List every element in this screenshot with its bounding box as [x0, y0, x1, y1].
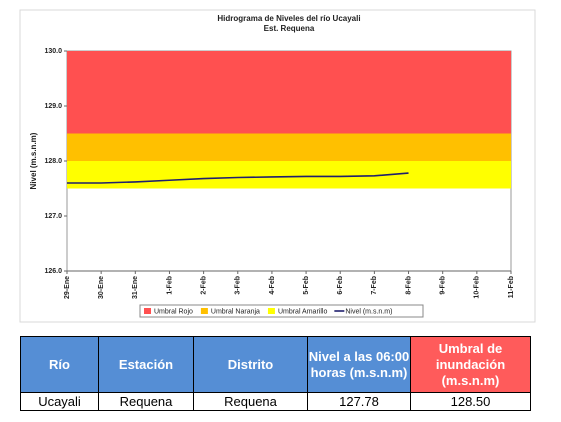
- x-tick-label: 5-Feb: [303, 276, 310, 295]
- threshold-band: [67, 161, 511, 189]
- header-cell: Estación: [98, 336, 194, 393]
- x-tick-label: 10-Feb: [474, 276, 481, 299]
- legend-box: [139, 304, 424, 318]
- header-cell: Distrito: [193, 336, 308, 393]
- header-cell: Umbral de inundación (m.s.n.m): [410, 336, 531, 393]
- x-tick-label: 3-Feb: [235, 276, 242, 295]
- y-tick-label: 129.0: [44, 103, 62, 110]
- y-tick-label: 126.0: [44, 268, 62, 275]
- cell: 128.50: [410, 392, 531, 411]
- y-tick-label: 130.0: [44, 48, 62, 55]
- series-line: [67, 172, 409, 184]
- cell: Ucayali: [20, 392, 99, 411]
- x-tick-label: 2-Feb: [200, 276, 207, 295]
- header-cell: Nivel a las 06:00 horas (m.s.n.m): [307, 336, 411, 393]
- x-tick-label: 4-Feb: [269, 276, 276, 295]
- cell: Requena: [193, 392, 308, 411]
- data-row: Ucayali Requena Requena 127.78 128.50: [20, 392, 531, 411]
- legend-label: Umbral Rojo: [154, 308, 193, 315]
- header-row: Río Estación Distrito Nivel a las 06:00 …: [20, 336, 531, 393]
- legend-label: Umbral Naranja: [211, 308, 260, 315]
- legend-swatch: [144, 308, 151, 314]
- chart: Hidrograma de Niveles del río Ucayali Es…: [19, 9, 536, 323]
- x-tick-label: 31-Ene: [132, 276, 139, 299]
- x-tick-label: 8-Feb: [405, 276, 412, 295]
- y-axis-label: Nivel (m.s.n.m): [29, 132, 38, 189]
- header-cell: Río: [20, 336, 99, 393]
- cell: 127.78: [307, 392, 411, 411]
- x-tick-label: 6-Feb: [337, 276, 344, 295]
- x-tick-label: 1-Feb: [166, 276, 173, 295]
- chart-title: Hidrograma de Niveles del río Ucayali: [217, 14, 360, 23]
- y-tick-label: 128.0: [44, 158, 62, 165]
- x-tick-label: 7-Feb: [371, 276, 378, 295]
- legend-swatch: [200, 308, 208, 314]
- threshold-band: [67, 133, 511, 161]
- legend-swatch: [267, 308, 275, 314]
- y-tick-label: 127.0: [44, 213, 62, 220]
- x-tick-label: 11-Feb: [508, 276, 515, 298]
- table: Río Estación Distrito Nivel a las 06:00 …: [20, 336, 531, 411]
- cell: Requena: [98, 392, 194, 411]
- legend-label: Umbral Amarillo: [278, 308, 328, 315]
- x-tick-label: 9-Feb: [440, 276, 447, 295]
- legend-label: Nivel (m.s.n.m): [345, 308, 392, 315]
- x-tick-label: 29-Ene: [64, 276, 71, 299]
- chart-subtitle: Est. Requena: [264, 24, 315, 33]
- threshold-band: [67, 51, 511, 134]
- x-tick-label: 30-Ene: [98, 276, 105, 299]
